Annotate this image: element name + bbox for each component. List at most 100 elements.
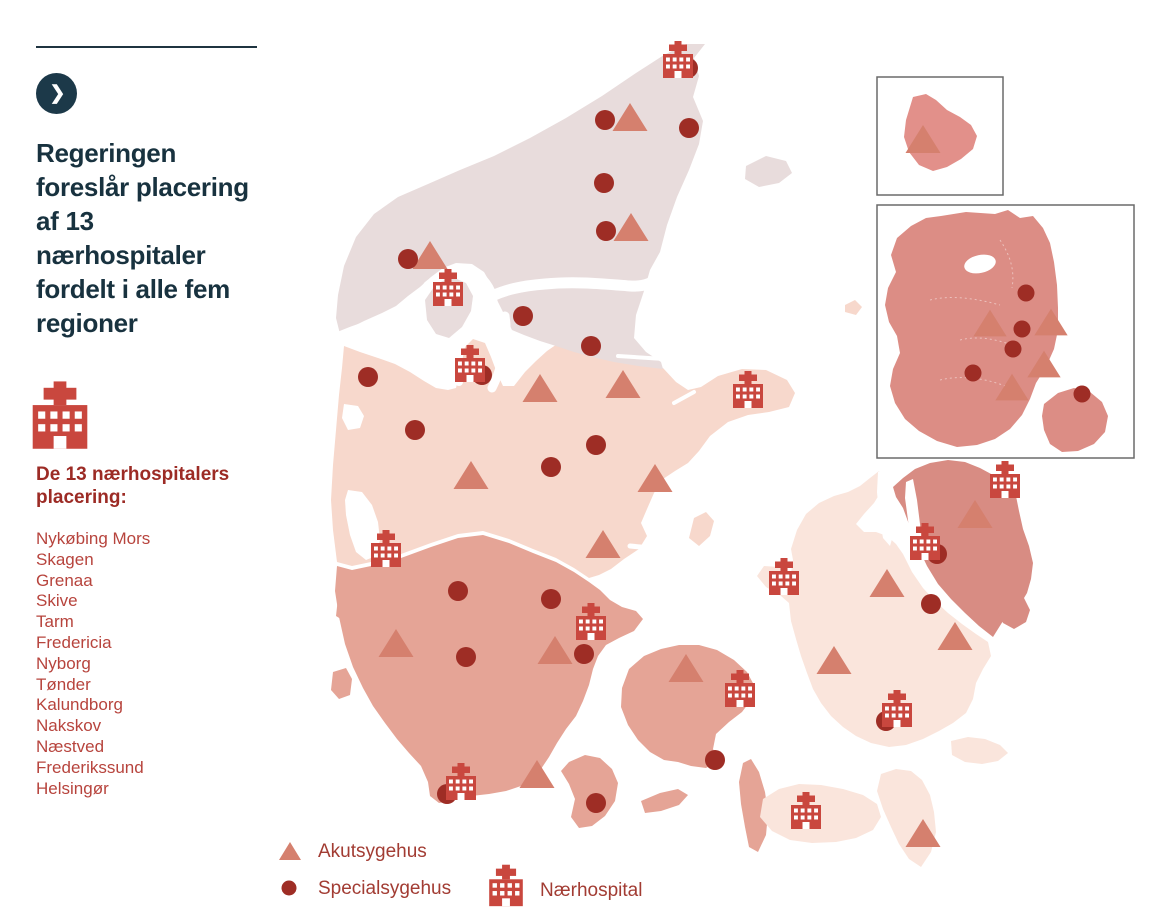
specialsygehus-marker xyxy=(405,420,425,440)
hospital-icon-large xyxy=(32,381,88,449)
specialsygehus-marker xyxy=(1017,284,1035,302)
top-rule xyxy=(36,46,257,48)
location-item: Nakskov xyxy=(36,716,102,736)
mariager-fjord xyxy=(616,354,666,361)
location-item: Frederikssund xyxy=(36,757,144,777)
inset-copenhagen xyxy=(876,204,1135,459)
locations-list-title: De 13 nærhospitalers placering: xyxy=(36,464,230,508)
region-hovedstaden xyxy=(893,460,1033,637)
locations-list: Nykøbing Mors Skagen Grenaa Skive Tarm Freder… xyxy=(36,529,246,799)
akutsygehus-marker xyxy=(453,461,489,489)
location-item: Tønder xyxy=(36,674,91,694)
island-anholt xyxy=(845,300,862,315)
inset-bornholm xyxy=(876,76,1004,196)
akutsygehus-marker xyxy=(905,819,941,847)
specialsygehus-marker xyxy=(358,367,378,387)
island-langeland xyxy=(739,759,768,852)
legend-naerhospital-icon xyxy=(489,864,523,907)
specialsygehus-marker xyxy=(921,594,941,614)
legend-specialsygehus-label: Specialsygehus xyxy=(318,878,452,899)
specialsygehus-marker xyxy=(964,364,982,382)
location-item: Tarm xyxy=(36,612,74,632)
naerhospital-marker-Helsingør xyxy=(990,461,1020,498)
akutsygehus-marker xyxy=(816,646,852,674)
region-sjaelland xyxy=(757,471,991,747)
skive-fjord xyxy=(487,311,511,393)
akutsygehus-marker xyxy=(613,213,649,241)
island-als xyxy=(561,755,618,828)
akutsygehus-marker xyxy=(612,103,648,131)
location-item: Nyborg xyxy=(36,653,91,673)
page-title: Regeringen foreslår placering af 13 nærh… xyxy=(36,138,249,338)
akutsygehus-marker xyxy=(537,636,573,664)
akutsygehus-marker xyxy=(378,629,414,657)
akutsygehus-marker xyxy=(522,374,558,402)
location-item: Nykøbing Mors xyxy=(36,529,151,548)
specialsygehus-marker xyxy=(1073,385,1091,403)
region-midtjylland xyxy=(331,339,795,578)
legend-naerhospital-label: Nærhospital xyxy=(540,880,643,901)
vejle-fjord xyxy=(595,578,651,603)
akutsygehus-marker xyxy=(973,309,1007,337)
akutsygehus-marker xyxy=(637,464,673,492)
island-aeroe xyxy=(641,789,688,813)
specialsygehus-marker xyxy=(1013,320,1031,338)
akutsygehus-marker xyxy=(412,241,448,269)
specialsygehus-marker xyxy=(595,110,615,130)
island-samsoe xyxy=(689,512,714,546)
island-roemoe xyxy=(331,668,352,699)
akutsygehus-marker xyxy=(585,530,621,558)
location-item: Skive xyxy=(36,591,78,611)
legend-akutsygehus-icon xyxy=(279,842,301,860)
island-funen xyxy=(621,645,754,768)
island-laesoe xyxy=(745,156,792,187)
akutsygehus-marker xyxy=(995,373,1029,401)
water-overlays xyxy=(333,266,922,603)
akutsygehus-marker xyxy=(668,654,704,682)
location-item: Kalundborg xyxy=(36,695,123,715)
akutsygehus-marker xyxy=(605,370,641,398)
location-item: Skagen xyxy=(36,549,94,569)
specialsygehus-marker xyxy=(513,306,533,326)
specialsygehus-marker xyxy=(586,435,606,455)
location-item: Helsingør xyxy=(36,778,109,798)
specialsygehus-marker xyxy=(596,221,616,241)
specialsygehus-marker xyxy=(679,118,699,138)
limfjord-east xyxy=(486,270,664,302)
specialsygehus-marker xyxy=(541,457,561,477)
akutsygehus-marker xyxy=(905,125,941,153)
specialsygehus-marker xyxy=(705,750,725,770)
specialsygehus-marker xyxy=(574,644,594,664)
specialsygehus-marker xyxy=(448,581,468,601)
arresoe-lake xyxy=(964,254,996,274)
marker-layer xyxy=(358,41,1091,847)
akutsygehus-marker xyxy=(1034,308,1068,336)
location-item: Fredericia xyxy=(36,632,112,652)
specialsygehus-marker xyxy=(541,589,561,609)
akutsygehus-marker xyxy=(957,500,993,528)
legend-akutsygehus-label: Akutsygehus xyxy=(318,841,427,862)
legend-specialsygehus-icon xyxy=(281,880,297,896)
akutsygehus-marker xyxy=(519,760,555,788)
inset-amager xyxy=(1042,388,1108,452)
specialsygehus-marker xyxy=(586,793,606,813)
horsens-fjord xyxy=(627,543,665,552)
specialsygehus-marker xyxy=(1004,340,1022,358)
specialsygehus-marker xyxy=(456,647,476,667)
location-item: Næstved xyxy=(36,736,105,756)
specialsygehus-marker xyxy=(581,336,601,356)
location-item: Grenaa xyxy=(36,570,93,590)
chevron-right-icon: ❯ xyxy=(36,73,77,114)
island-falster xyxy=(877,769,936,867)
specialsygehus-marker xyxy=(594,173,614,193)
island-moen xyxy=(951,737,1008,764)
akutsygehus-marker xyxy=(869,569,905,597)
island-amager xyxy=(997,592,1030,629)
limfjord-west xyxy=(333,317,461,361)
nissum-fjord xyxy=(342,404,364,430)
akutsygehus-marker xyxy=(937,622,973,650)
randers-fjord xyxy=(672,390,696,405)
akutsygehus-marker xyxy=(1027,350,1061,378)
island-fanoe xyxy=(336,594,349,621)
